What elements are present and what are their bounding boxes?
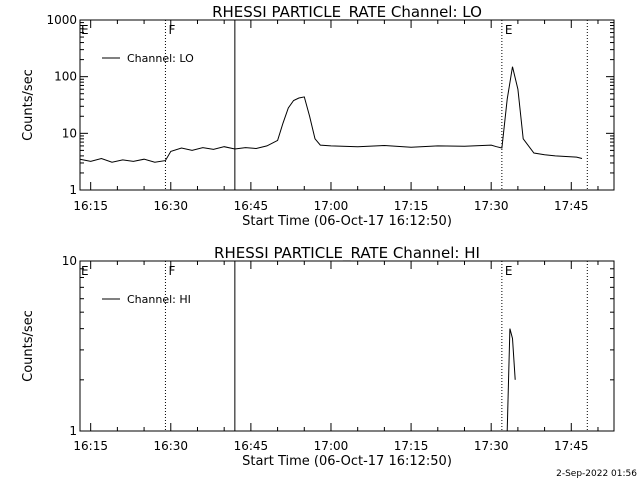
y-axis-label: Counts/sec [21, 310, 36, 382]
x-axis-label: Start Time (06-Oct-17 16:12:50) [242, 454, 452, 469]
y-tick-label: 1 [69, 424, 77, 438]
event-label: E [81, 264, 89, 278]
plot-frame [79, 19, 615, 191]
legend-label: Channel: HI [127, 293, 191, 306]
y-tick-label: 100 [54, 70, 77, 84]
x-tick-label: 17:15 [394, 439, 429, 453]
plot-frame [79, 260, 615, 432]
legend-label: Channel: LO [127, 52, 194, 65]
x-tick-label: 17:45 [554, 199, 589, 213]
footer-timestamp: 2-Sep-2022 01:56 [556, 469, 637, 479]
y-tick-label: 10 [62, 126, 77, 140]
x-tick-label: 17:15 [394, 199, 429, 213]
x-tick-label: 17:30 [474, 439, 509, 453]
y-tick-label: 10 [62, 254, 77, 268]
event-label: F [168, 264, 175, 278]
event-label: E [505, 23, 513, 37]
x-axis-label: Start Time (06-Oct-17 16:12:50) [242, 214, 452, 229]
y-axis-label: Counts/sec [21, 69, 36, 141]
x-tick-label: 16:30 [153, 439, 188, 453]
data-line-hi [506, 328, 516, 432]
event-label: F [168, 23, 175, 37]
x-tick-label: 17:45 [554, 439, 589, 453]
x-tick-label: 16:15 [73, 439, 108, 453]
x-tick-label: 16:45 [234, 439, 269, 453]
y-tick-label: 1000 [46, 13, 77, 27]
x-tick-label: 17:00 [314, 439, 349, 453]
data-line-lo [79, 66, 583, 163]
x-tick-label: 17:30 [474, 199, 509, 213]
y-tick-label: 1 [69, 183, 77, 197]
event-label: E [81, 23, 89, 37]
x-tick-label: 16:45 [234, 199, 269, 213]
chart-title: RHESSI PARTICLE_RATE Channel: HI [214, 244, 480, 263]
chart-title: RHESSI PARTICLE_RATE Channel: LO [212, 3, 482, 22]
x-tick-label: 16:30 [153, 199, 188, 213]
x-tick-label: 17:00 [314, 199, 349, 213]
x-tick-label: 16:15 [73, 199, 108, 213]
event-label: E [505, 264, 513, 278]
